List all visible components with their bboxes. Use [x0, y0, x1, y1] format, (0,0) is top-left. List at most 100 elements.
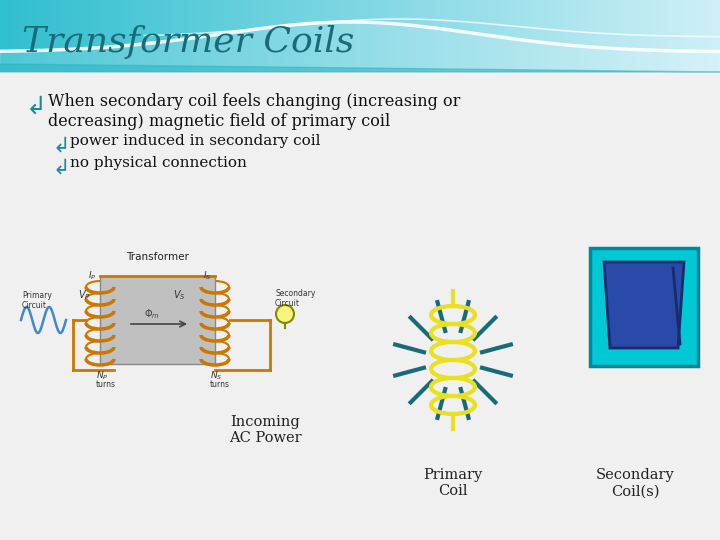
Bar	[109, 0, 112, 72]
Text: Primary
Coil: Primary Coil	[423, 468, 482, 498]
Bar	[380, 0, 384, 72]
Bar	[297, 0, 300, 72]
Bar	[474, 0, 477, 72]
Bar	[557, 0, 561, 72]
Bar	[148, 0, 152, 72]
Polygon shape	[604, 262, 684, 348]
Bar	[532, 0, 536, 72]
Circle shape	[276, 305, 294, 323]
Bar	[597, 0, 600, 72]
Bar	[333, 0, 336, 72]
Bar	[253, 0, 257, 72]
Bar	[318, 0, 322, 72]
Bar	[271, 0, 275, 72]
Bar	[289, 0, 293, 72]
Text: turns: turns	[210, 380, 230, 389]
Bar	[322, 0, 325, 72]
Bar	[343, 0, 347, 72]
Bar	[22, 0, 25, 72]
Bar	[311, 0, 315, 72]
Bar	[170, 0, 174, 72]
Bar	[507, 0, 510, 72]
Bar	[366, 0, 369, 72]
Bar	[521, 0, 525, 72]
Bar	[409, 0, 413, 72]
Bar	[91, 0, 94, 72]
Text: Secondary
Circuit: Secondary Circuit	[275, 288, 315, 308]
Bar	[282, 0, 286, 72]
Bar	[174, 0, 177, 72]
Bar	[427, 0, 431, 72]
Bar	[539, 0, 543, 72]
Bar	[94, 0, 98, 72]
Bar	[590, 0, 593, 72]
Bar	[50, 0, 54, 72]
Text: ↲: ↲	[52, 136, 70, 156]
Bar	[120, 0, 123, 72]
Bar	[340, 0, 343, 72]
Bar	[275, 0, 279, 72]
Bar	[586, 0, 590, 72]
Bar	[438, 0, 441, 72]
Bar	[413, 0, 416, 72]
Bar	[554, 0, 557, 72]
Bar	[470, 0, 474, 72]
Bar	[467, 0, 470, 72]
Text: Transformer Coils: Transformer Coils	[22, 25, 354, 59]
Bar	[716, 0, 720, 72]
Bar	[0, 0, 4, 72]
Bar	[268, 0, 271, 72]
Bar	[213, 0, 217, 72]
Bar	[666, 0, 670, 72]
Bar	[264, 0, 268, 72]
Bar	[593, 0, 597, 72]
Bar	[572, 0, 575, 72]
Bar	[65, 0, 68, 72]
Bar	[543, 0, 546, 72]
Bar	[402, 0, 405, 72]
Text: Primary
Circuit: Primary Circuit	[22, 291, 52, 310]
Bar	[300, 0, 304, 72]
Bar	[0, 0, 720, 72]
Bar	[600, 0, 604, 72]
Bar	[166, 0, 170, 72]
Bar	[325, 0, 329, 72]
Bar	[250, 0, 253, 72]
Text: $\Phi_m$: $\Phi_m$	[144, 307, 160, 321]
Bar	[536, 0, 539, 72]
Bar	[145, 0, 148, 72]
Bar	[239, 0, 243, 72]
Bar	[459, 0, 463, 72]
Bar	[152, 0, 156, 72]
Bar	[68, 0, 73, 72]
Bar	[76, 0, 80, 72]
Bar	[434, 0, 438, 72]
Bar	[58, 0, 61, 72]
Bar	[373, 0, 377, 72]
Bar	[80, 0, 84, 72]
Bar	[261, 0, 264, 72]
Bar	[29, 0, 32, 72]
Bar	[615, 0, 618, 72]
Bar	[141, 0, 145, 72]
Bar	[84, 0, 87, 72]
Bar	[232, 0, 235, 72]
Bar	[503, 0, 507, 72]
Bar	[662, 0, 666, 72]
Bar	[477, 0, 481, 72]
Bar	[217, 0, 221, 72]
Bar	[449, 0, 452, 72]
Bar	[293, 0, 297, 72]
Bar	[626, 0, 629, 72]
Bar	[225, 0, 228, 72]
Bar	[525, 0, 528, 72]
Text: $I_P$: $I_P$	[88, 269, 96, 281]
Bar	[188, 0, 192, 72]
Bar	[14, 0, 18, 72]
Bar	[636, 0, 640, 72]
Bar	[673, 0, 677, 72]
Bar	[40, 0, 43, 72]
Bar	[564, 0, 568, 72]
Bar	[47, 0, 50, 72]
Bar	[304, 0, 307, 72]
